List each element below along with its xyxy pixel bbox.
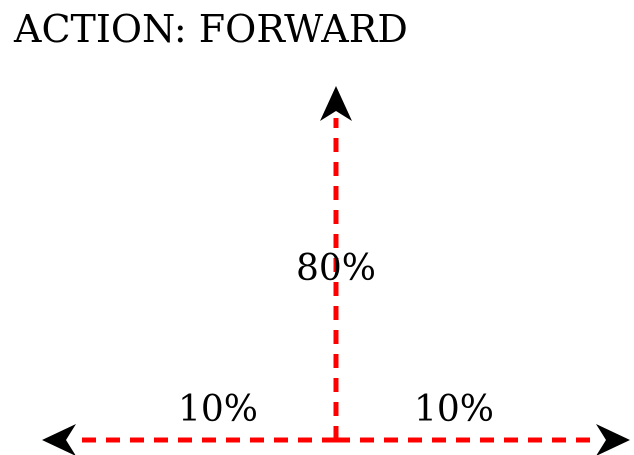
- right-probability-label: 10%: [414, 389, 494, 430]
- right-arrowhead-icon: [596, 424, 630, 455]
- forward-arrowhead-icon: [320, 86, 352, 121]
- left-arrowhead-icon: [42, 424, 76, 455]
- forward-probability-label: 80%: [296, 248, 376, 289]
- diagram-title: ACTION: FORWARD: [13, 7, 408, 51]
- left-probability-label: 10%: [178, 389, 258, 430]
